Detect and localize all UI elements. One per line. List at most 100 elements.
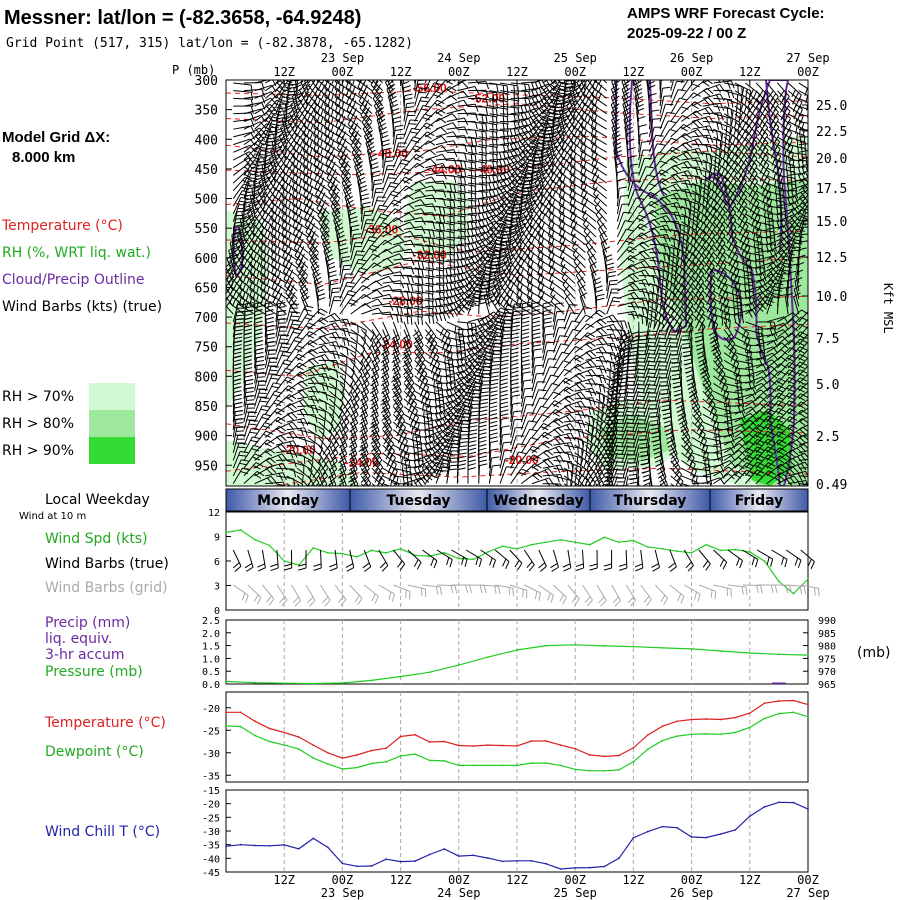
wind-barb: [282, 172, 286, 181]
wind-barb: [249, 177, 258, 180]
wind-barb: [487, 281, 496, 286]
wind-barb: [275, 449, 294, 454]
wind-barb: [414, 194, 433, 200]
wind-barb: [321, 207, 327, 215]
wind-barb: [435, 113, 453, 122]
wind-barb: [311, 237, 317, 246]
wind-barb: [347, 124, 362, 138]
wind-barb: [434, 464, 442, 470]
wind-barb: [250, 112, 255, 121]
wind-barb: [270, 377, 279, 380]
wind-barb: [281, 204, 285, 213]
wind-barb: [457, 103, 476, 107]
wind-barb: [260, 250, 264, 259]
wind-barb: [499, 105, 518, 109]
wind-barb: [515, 226, 523, 233]
wind-barb: [521, 324, 530, 328]
wind-barb: [366, 129, 374, 137]
wind-barb: [295, 167, 299, 176]
wind-barb: [446, 80, 452, 84]
wind-barb: [365, 359, 372, 367]
wind-barb: [372, 422, 379, 429]
wind-barb: [520, 388, 525, 407]
wind-barb: [288, 239, 292, 248]
wind-barb: [343, 184, 350, 191]
wind-barb: [320, 100, 325, 109]
wind-barb: [275, 403, 291, 415]
wind-barb: [475, 80, 480, 85]
wind-barb: [270, 250, 274, 259]
wind-barb: [392, 337, 400, 355]
wind-barb: [463, 224, 466, 233]
wind-barb: [414, 313, 433, 317]
wind-barb: [453, 262, 456, 271]
wind-barb: [478, 351, 488, 369]
wind-barb: [248, 211, 256, 217]
wind-barb: [353, 233, 362, 236]
wind-barb: [233, 90, 252, 93]
wind-barb: [333, 215, 341, 221]
wind-barb: [275, 303, 279, 322]
wind-barb: [513, 85, 516, 94]
wind-barb: [488, 350, 495, 369]
wind-barb: [392, 344, 401, 362]
wind-barb: [254, 129, 266, 145]
wind-barb: [328, 270, 337, 274]
wind-barb: [239, 245, 246, 252]
model-grid-label: Model Grid ΔX:: [2, 129, 110, 146]
wind-barb: [291, 197, 296, 205]
wind-barb: [286, 483, 292, 486]
wind-barb: [309, 253, 316, 261]
wind-barb: [521, 336, 530, 340]
wind-barb: [266, 468, 273, 475]
wind-barb: [233, 386, 242, 390]
wind-barb: [321, 373, 326, 382]
wind-barb: [295, 191, 299, 200]
wind-barb: [303, 80, 309, 91]
wind-barb: [403, 267, 422, 271]
wind-barb: [300, 297, 309, 315]
wind-barb: [371, 196, 379, 215]
wind-barb: [511, 238, 518, 246]
wind-barb: [341, 123, 346, 132]
wind-barb: [275, 412, 292, 423]
wind-barb: [342, 337, 346, 346]
wind-barb: [360, 203, 364, 222]
wind-barb: [414, 251, 433, 256]
wind-barb: [336, 230, 345, 236]
wind-barb: [260, 234, 264, 243]
wind-barb: [504, 197, 512, 204]
wind-barb: [453, 216, 456, 225]
wind-barb: [328, 288, 333, 307]
wind-barb: [304, 217, 310, 226]
wind-barb: [510, 419, 515, 438]
wind-barb: [243, 266, 248, 275]
wind-barb: [294, 328, 303, 331]
wind-barb: [313, 135, 317, 144]
wind-barb: [397, 435, 402, 444]
wind-barb: [257, 140, 265, 146]
wind-barb: [513, 100, 516, 109]
wind-barb: [435, 131, 454, 138]
wind-barb: [435, 228, 454, 233]
wind-barb: [494, 246, 503, 249]
wind-barb: [260, 242, 264, 251]
wind-barb: [467, 459, 476, 463]
wind-barb: [274, 229, 278, 238]
wind-barb: [261, 89, 266, 98]
wind-barb: [362, 111, 369, 119]
wind-barb: [295, 152, 300, 160]
wind-barb: [341, 85, 345, 94]
wind-barb: [402, 88, 405, 107]
wind-barb: [457, 205, 476, 209]
wind-barb: [248, 151, 256, 158]
wind-barb: [510, 149, 527, 161]
wind-barb: [239, 462, 248, 466]
wind-barb: [301, 484, 304, 486]
wind-barb: [495, 132, 498, 141]
wind-barb: [243, 396, 248, 415]
wind-barb: [309, 242, 316, 250]
wind-barb: [479, 413, 488, 417]
wind-barb: [509, 227, 518, 232]
wind-barb: [288, 231, 292, 240]
